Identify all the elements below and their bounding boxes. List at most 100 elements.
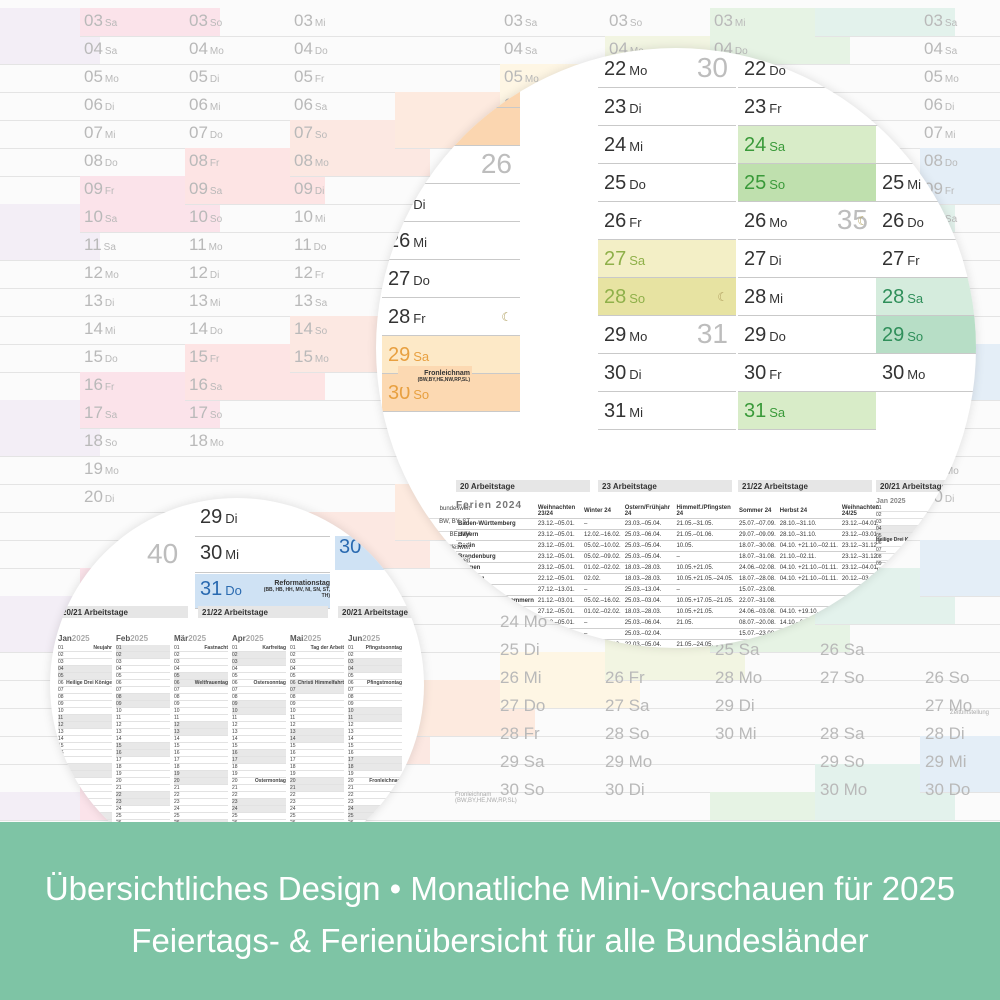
background-day-label: 03 Sa [504,11,538,30]
background-day-cell [920,624,1000,653]
background-day-cell [290,372,430,401]
mini-month-title: Jan2025 [58,634,90,643]
background-day-cell [815,708,955,737]
zoom-day-number: 29 Di [200,506,238,528]
mini-day-row: 06 Christi Himmelfahrt [290,680,344,687]
mini-day-row: 16 [116,750,170,757]
workdays-label: 20/21 Arbeitstage [338,606,424,618]
table-row: Bayern 23.12.–05.01. 12.02.–16.02. 25.03.–0… [456,529,886,541]
background-day-cell [0,680,100,709]
background-day-cell [815,680,955,709]
mini-month-preview: Apr2025 01 Karfreitag 02 03 04 05 06 Ostersonnta… [232,634,286,862]
table-cell: 23.12.–05.01. [535,540,582,552]
background-day-cell [0,512,100,541]
background-day-cell: 03 Sa [80,8,220,37]
background-weekday: So [314,130,328,141]
background-lower-day: 28 So [605,724,650,743]
mini-day-row: 13 [116,729,170,736]
table-cell: – [674,551,738,563]
background-note-zeitumstellung: Zeitumstellung [950,710,990,716]
background-weekday: Mo [944,466,959,477]
mini-holiday-note: Weltfrauentag [194,680,228,686]
zoom-day-cell: 24 Mi [598,126,736,164]
background-weekday: Sa [314,102,328,113]
mini-day-row: 19 [58,771,112,778]
background-weekday: Di [104,494,115,505]
zoom-weekday: Sa [907,291,924,306]
background-weekday: Mo [944,74,959,85]
table-cell: 25.03.–02.04. [622,628,675,640]
mini-day-row: 11 [58,715,112,722]
background-day-cell [0,736,100,765]
holiday-scope: BE, MV [416,532,470,545]
background-day-cell [290,400,430,429]
table-cell: 04.10. +19.10. [777,606,840,618]
mini-holiday-note: Fastnacht [204,645,228,651]
table-cell: – [582,617,623,629]
mini-day-row: 20 [290,778,344,785]
background-day-label: 04 Sa [924,39,958,58]
workdays-label: 21/22 Arbeitstage [738,480,872,492]
background-weekday: Do [734,46,748,57]
zoom-day-number: 26 Fr [604,210,642,232]
zoom-day-number: 22 Mo [604,58,648,80]
background-weekday: So [629,18,643,29]
background-weekday: Mo [104,466,119,477]
zoom-weekday: Mi [629,139,643,154]
background-lower-day: 30 So [500,780,545,799]
mini-holiday-note: Pfingstsonntag [365,645,402,651]
mini-day-row: 13 [290,729,344,736]
background-day-cell [395,764,535,793]
zoom-day-number: 31 Sa [744,400,786,422]
table-cell: 10.05.+21.05. [674,606,738,618]
zoom-day-number: 28 So [604,286,646,308]
mini-day-row: 01 Neujahr [58,645,112,652]
table-cell: 01.02.–02.02. [582,606,623,618]
mini-holiday-note: Heilige Drei Könige [66,680,112,686]
zoom-day-number: 27 Do [388,268,430,290]
mini-day-row: 02 [232,652,286,659]
zoom-day-cell: 25 Di [382,184,520,222]
mini-day-row: 20 [58,778,112,785]
background-lower-day: 28 Mo [715,668,763,687]
mini-day-row: 11 [174,715,228,722]
mini-day-row: 18 [116,764,170,771]
background-day-cell [0,148,100,177]
zoom-weekday: Mi [629,405,643,420]
mini-holiday-note: Karfreitag [262,645,286,651]
mini-day-row: 19 [116,771,170,778]
zoom-weekday: Do [413,273,430,288]
background-day-label: 03 So [189,11,223,30]
mini-month-title: Mär2025 [174,634,207,643]
background-day-cell [500,708,640,737]
mini-holiday-note: Neujahr [93,645,112,651]
mini-day-row: 13 [876,589,946,596]
moon-phase-icon: ☾ [717,290,728,304]
mini-day-row: 17 [174,757,228,764]
zoom-weekday: Mo [769,215,788,230]
zoom-weekday: Do [225,583,242,598]
table-cell: 18.03.–28.03. [622,573,675,585]
mini-day-row: 06 Heilige Drei Könige [58,680,112,687]
background-day-label: 03 Mi [294,11,326,30]
mini-day-row: 17 [116,757,170,764]
background-weekday: Mo [524,74,539,85]
zoom-day-number: 27 Di [744,248,782,270]
background-day-cell [0,36,100,65]
mini-holiday-note: Christi Himmelfahrt [297,680,344,686]
